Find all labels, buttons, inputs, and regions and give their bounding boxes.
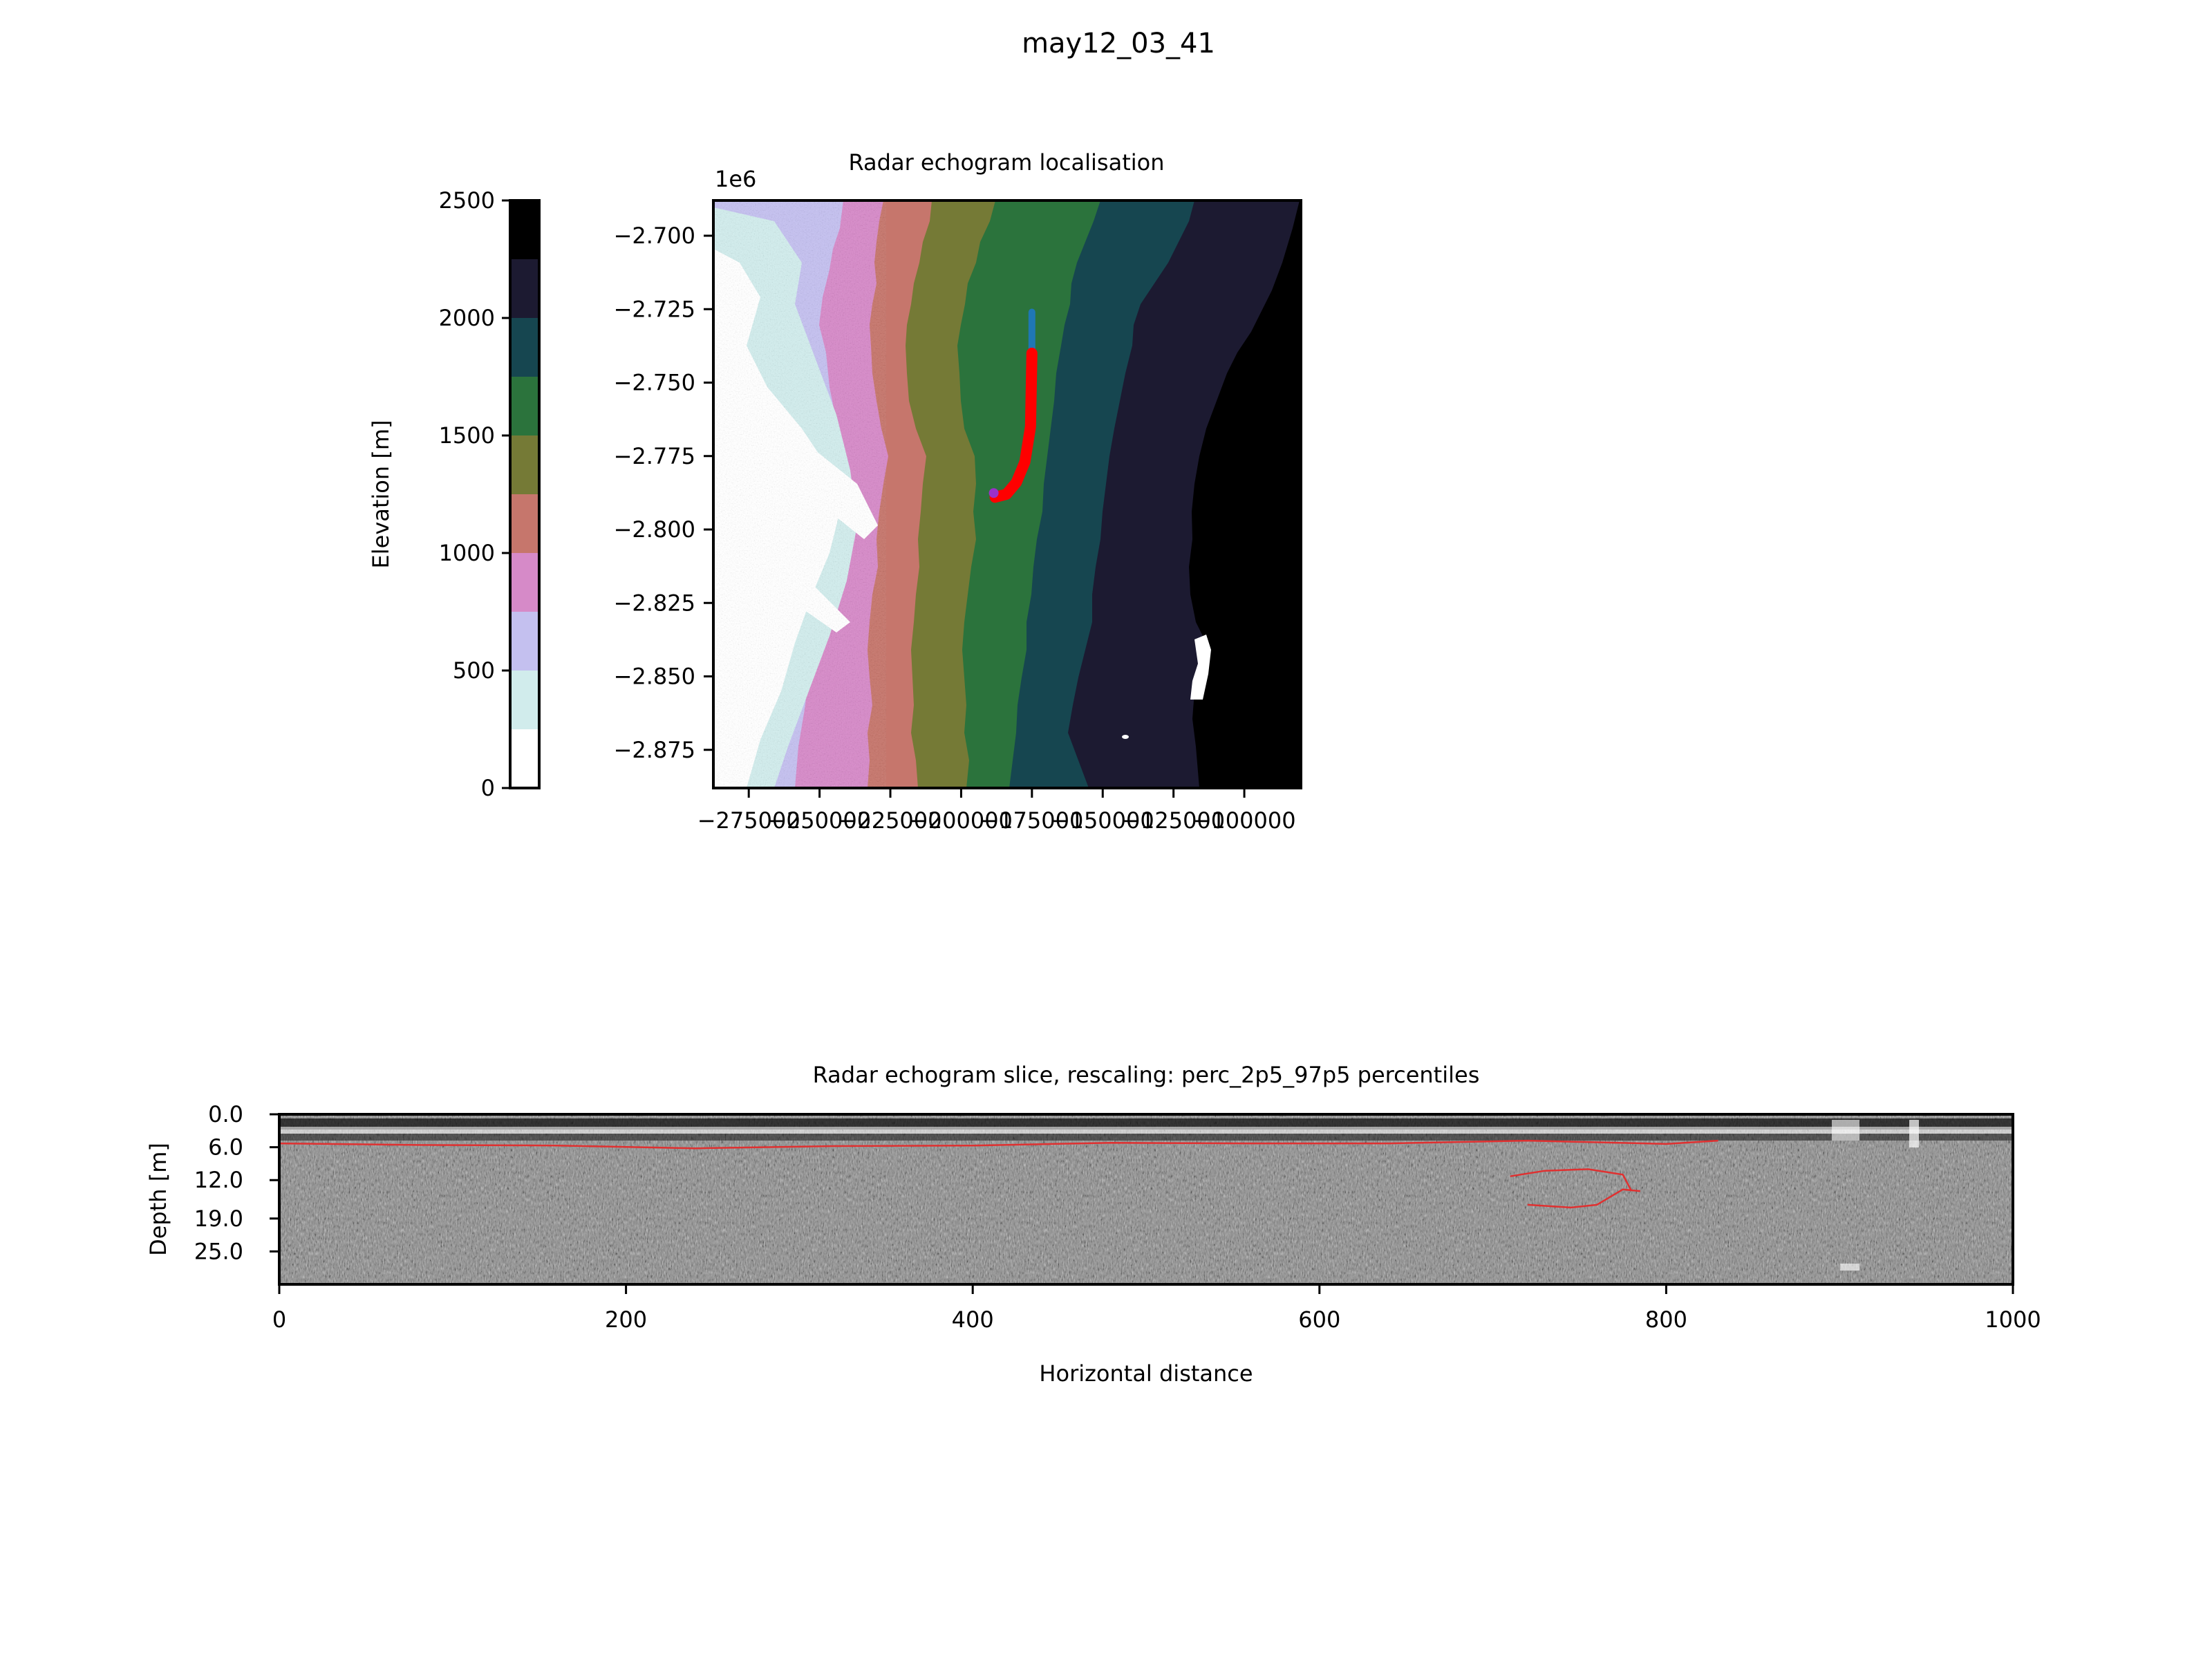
- surface-reflection-white: [279, 1127, 2013, 1134]
- map-title: Radar echogram localisation: [849, 149, 1165, 176]
- picked-layers: [279, 1139, 1718, 1209]
- echogram-y-tick-label: 19.0: [194, 1206, 243, 1232]
- colorbar-bin: [510, 553, 539, 612]
- picked-layer-line: [1527, 1188, 1640, 1209]
- map-x-tick-label: −200000: [910, 807, 1013, 834]
- colorbar-tick-label: 1000: [439, 540, 495, 566]
- echogram-y-tick-label: 6.0: [208, 1134, 243, 1161]
- echogram-x-tick-label: 200: [605, 1306, 647, 1333]
- echogram-y-ticks: 0.0 6.0 12.0 19.0 25.0: [194, 1101, 279, 1264]
- colorbar-bins: [510, 200, 539, 788]
- colorbar-tick-label: 2000: [439, 305, 495, 331]
- map-x-tick-label: −100000: [1193, 807, 1296, 834]
- radar-track-end-marker: [988, 488, 999, 498]
- localisation-map: Radar echogram localisation 1e6: [614, 149, 1302, 834]
- echogram-y-tick-label: 0.0: [208, 1101, 243, 1127]
- colorbar-tick-label: 500: [453, 657, 495, 684]
- map-y-ticks: −2.700 −2.725 −2.750 −2.775 −2.800 −2.825 −2.8…: [614, 223, 713, 763]
- data-gap: [1122, 735, 1129, 739]
- echogram-feature: [1832, 1120, 1859, 1141]
- map-y-tick-label: −2.775: [614, 443, 695, 469]
- colorbar-bin: [510, 200, 539, 259]
- colorbar-bin: [510, 494, 539, 553]
- colorbar-tick-label: 2500: [439, 187, 495, 214]
- colorbar-tick-label: 0: [481, 775, 495, 801]
- colorbar-tick-label: 1500: [439, 422, 495, 449]
- map-y-tick-label: −2.700: [614, 223, 695, 249]
- map-x-tick-label: −250000: [768, 807, 871, 834]
- elevation-colorbar: 0 500 1000 1500 2000 2500 Elevation [m]: [368, 187, 541, 801]
- radar-track-highlight: [989, 348, 1038, 503]
- colorbar-bin: [510, 729, 539, 788]
- map-offset-label: 1e6: [715, 166, 756, 192]
- map-x-tick-label: −275000: [697, 807, 800, 834]
- map-x-tick-label: −225000: [839, 807, 942, 834]
- picked-layer-line: [279, 1139, 1718, 1150]
- colorbar-bin: [510, 435, 539, 494]
- colorbar-frame: [509, 199, 541, 789]
- map-y-tick-label: −2.800: [614, 516, 695, 543]
- colorbar-bin: [510, 671, 539, 729]
- data-gap: [1190, 635, 1211, 700]
- picked-layer-line: [1510, 1168, 1633, 1192]
- map-x-tick-label: −125000: [1122, 807, 1225, 834]
- map-x-tick-label: −175000: [980, 807, 1083, 834]
- echogram-frame: [278, 1113, 2014, 1286]
- map-y-tick-label: −2.725: [614, 296, 695, 322]
- echogram-feature: [1840, 1264, 1859, 1271]
- colorbar-bin: [510, 318, 539, 377]
- echogram-xlabel: Horizontal distance: [1039, 1360, 1253, 1387]
- colorbar-bin: [510, 377, 539, 435]
- elevation-map-image: [713, 200, 1301, 788]
- figure-suptitle: may12_03_41: [1022, 28, 1215, 59]
- terrain-texture: [713, 200, 886, 788]
- echogram-x-tick-label: 400: [952, 1306, 994, 1333]
- echogram-x-tick-label: 0: [272, 1306, 286, 1333]
- map-y-tick-label: −2.825: [614, 590, 695, 616]
- echogram-title: Radar echogram slice, rescaling: perc_2p…: [813, 1062, 1480, 1088]
- echogram-image: [279, 1114, 2013, 1284]
- radar-echogram: Radar echogram slice, rescaling: perc_2p…: [145, 1062, 2041, 1387]
- echogram-x-tick-label: 600: [1298, 1306, 1340, 1333]
- colorbar-ticks: 0 500 1000 1500 2000 2500: [439, 187, 510, 801]
- echogram-x-ticks: 0 200 400 600 800 1000: [272, 1284, 2041, 1333]
- map-y-tick-label: −2.750: [614, 370, 695, 396]
- echogram-ylabel: Depth [m]: [145, 1143, 171, 1256]
- colorbar-bin: [510, 259, 539, 318]
- echogram-y-tick-label: 25.0: [194, 1238, 243, 1264]
- map-frame: [712, 199, 1302, 789]
- map-x-tick-label: −150000: [1051, 807, 1154, 834]
- map-y-tick-label: −2.850: [614, 664, 695, 690]
- radar-track: [988, 308, 1038, 503]
- colorbar-label: Elevation [m]: [368, 420, 394, 569]
- map-y-tick-label: −2.875: [614, 737, 695, 763]
- surface-reflection-dark: [279, 1134, 2013, 1141]
- colorbar-bin: [510, 612, 539, 671]
- echogram-feature: [1909, 1120, 1919, 1147]
- echogram-x-tick-label: 1000: [1985, 1306, 2041, 1333]
- echogram-y-tick-label: 12.0: [194, 1167, 243, 1193]
- echogram-x-tick-label: 800: [1645, 1306, 1687, 1333]
- map-x-ticks: −275000−250000−225000−200000−175000−1500…: [697, 788, 1296, 834]
